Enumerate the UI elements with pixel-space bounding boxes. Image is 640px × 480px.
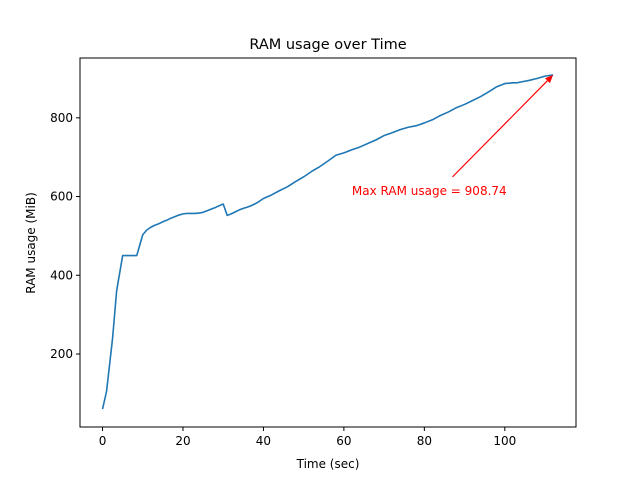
y-tick-label: 800 bbox=[50, 111, 73, 125]
x-tick-label: 80 bbox=[417, 434, 432, 448]
annotation-arrow bbox=[452, 80, 548, 178]
x-tick-label: 40 bbox=[256, 434, 271, 448]
x-tick-label: 60 bbox=[336, 434, 351, 448]
annotation-arrowhead bbox=[544, 75, 554, 84]
x-tick-label: 100 bbox=[493, 434, 516, 448]
y-tick-label: 600 bbox=[50, 190, 73, 204]
y-axis-ticks: 200 400 600 800 bbox=[50, 111, 80, 361]
y-tick-label: 200 bbox=[50, 347, 73, 361]
x-axis-ticks: 0 20 40 60 80 100 bbox=[99, 427, 516, 448]
axes-frame bbox=[79, 57, 577, 428]
x-axis-label: Time (sec) bbox=[296, 457, 360, 471]
x-tick-label: 20 bbox=[175, 434, 190, 448]
y-axis-label: RAM usage (MiB) bbox=[24, 192, 38, 294]
x-tick-label: 0 bbox=[99, 434, 107, 448]
ram-usage-line bbox=[101, 74, 554, 410]
annotation-label: Max RAM usage = 908.74 bbox=[352, 184, 507, 198]
chart-title: RAM usage over Time bbox=[249, 37, 406, 53]
y-tick-label: 400 bbox=[50, 268, 73, 282]
plot-area: 0 20 40 60 80 100 200 400 600 800 Max RAM usage … bbox=[50, 57, 577, 448]
